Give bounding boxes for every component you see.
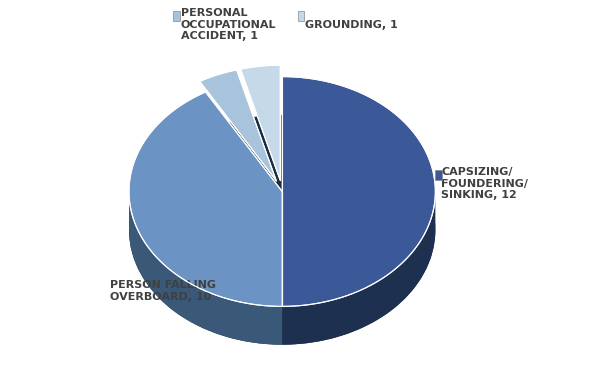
Polygon shape xyxy=(200,70,276,181)
Polygon shape xyxy=(129,92,282,306)
Bar xyxy=(173,11,180,21)
Polygon shape xyxy=(282,77,436,306)
Text: CAPSIZING/
FOUNDERING/
SINKING, 12: CAPSIZING/ FOUNDERING/ SINKING, 12 xyxy=(441,167,528,200)
Polygon shape xyxy=(240,65,280,180)
Polygon shape xyxy=(129,193,282,345)
Ellipse shape xyxy=(129,115,436,345)
Text: PERSONAL
OCCUPATIONAL
ACCIDENT, 1: PERSONAL OCCUPATIONAL ACCIDENT, 1 xyxy=(181,8,276,41)
Polygon shape xyxy=(282,194,436,345)
Text: GROUNDING, 1: GROUNDING, 1 xyxy=(305,20,398,30)
Text: PERSON FALLING
OVERBOARD, 10: PERSON FALLING OVERBOARD, 10 xyxy=(110,280,216,302)
Bar xyxy=(436,170,442,180)
Bar xyxy=(298,11,305,21)
